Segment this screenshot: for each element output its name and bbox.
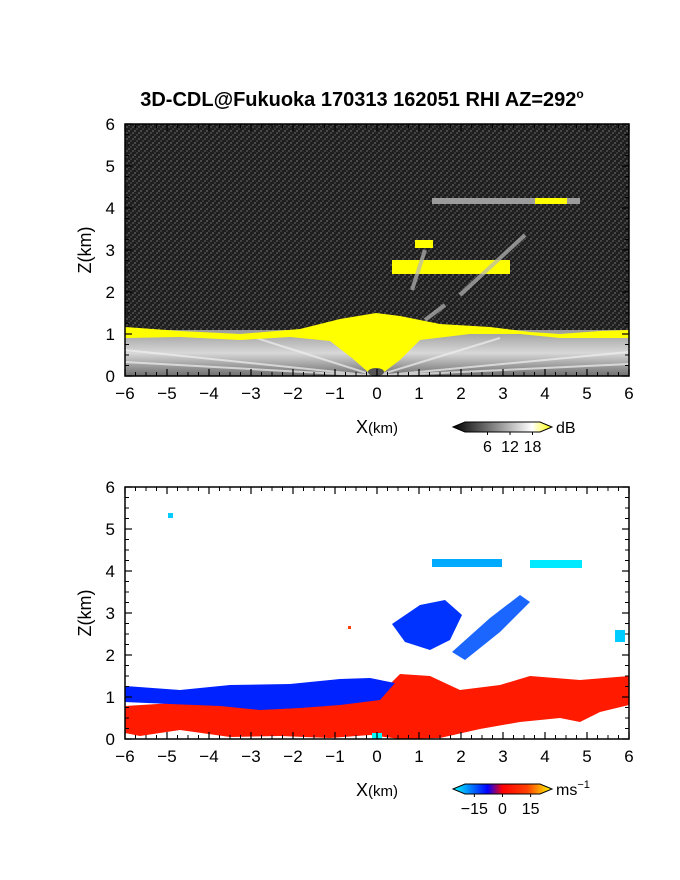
bottom-x-tick-label: −5 (157, 747, 176, 766)
bottom-x-tick-label: 3 (498, 747, 507, 766)
receding-flow (125, 674, 629, 739)
bottom-y-tick-label: 1 (106, 688, 115, 707)
colorbar-tick-label: 18 (524, 439, 542, 456)
bottom-x-tick-label: 1 (414, 747, 423, 766)
speckle (168, 513, 173, 518)
colorbar-unit-exponent: −1 (577, 779, 590, 791)
top-x-tick-label: −3 (241, 384, 260, 403)
speckle (348, 626, 351, 629)
bottom-x-tick-label: 6 (624, 747, 633, 766)
top-x-tick-label: −4 (199, 384, 218, 403)
top-y-tick-label: 1 (106, 325, 115, 344)
colorbar-tick-label: 6 (483, 439, 492, 456)
bottom-y-tick-label: 4 (106, 562, 115, 581)
colorbar-unit-main: ms (556, 782, 577, 799)
bottom-x-tick-label: 0 (372, 747, 381, 766)
top-x-tick-label: 1 (414, 384, 423, 403)
upper-layer-yellow (535, 198, 567, 204)
upper-layer (432, 198, 580, 204)
chart-title: 3D-CDL@Fukuoka 170313 162051 RHI AZ=292o (140, 87, 584, 111)
top-y-tick-label: 6 (106, 115, 115, 134)
bottom-x-tick-label: −4 (199, 747, 218, 766)
colorbar-tick-label: 15 (522, 801, 540, 818)
colorbar-bar (451, 421, 554, 433)
fan-rays (125, 335, 629, 376)
bottom-x-tick-label: 4 (540, 747, 549, 766)
colorbar-ticks: 6 12 18 (483, 432, 542, 456)
top-x-ticks: −6 −5 −4 −3 −2 −1 0 1 2 3 4 5 6 (115, 124, 634, 403)
colorbar-ticks: −15 0 15 (461, 794, 540, 818)
top-x-tick-label: −1 (325, 384, 344, 403)
upper-layer-right (530, 560, 582, 568)
colorbar-bar (451, 783, 554, 795)
velocity-image (125, 487, 629, 739)
bottom-y-tick-label: 0 (106, 730, 115, 749)
colorbar-tick-label: 12 (501, 439, 519, 456)
bottom-x-label-main: X (356, 780, 368, 800)
top-y-tick-label: 3 (106, 241, 115, 260)
bottom-y-tick-label: 6 (106, 478, 115, 497)
bottom-x-tick-label: −3 (241, 747, 260, 766)
top-x-tick-label: 5 (582, 384, 591, 403)
velocity-colorbar: ms−1 −15 0 15 (451, 779, 590, 818)
bottom-y-axis-label: Z(km) (75, 590, 95, 637)
top-x-axis-label: X(km) (356, 417, 398, 437)
speckle (615, 630, 625, 642)
bottom-x-tick-label: −6 (115, 747, 134, 766)
upper-layer-left (432, 559, 502, 567)
top-y-axis-label: Z(km) (75, 227, 95, 274)
bottom-y-ticks: 0 1 2 3 4 5 6 (106, 478, 629, 749)
top-x-tick-label: 0 (372, 384, 381, 403)
colorbar-tick-label: 0 (498, 801, 507, 818)
bottom-x-label-unit: (km) (368, 783, 398, 800)
top-x-tick-label: −6 (115, 384, 134, 403)
streaks (410, 233, 527, 322)
top-x-label-main: X (356, 417, 368, 437)
bottom-x-tick-label: −2 (283, 747, 302, 766)
bottom-x-ticks: −6 −5 −4 −3 −2 −1 0 1 2 3 4 5 6 (115, 487, 634, 766)
top-x-label-unit: (km) (368, 420, 398, 437)
elevated-band-2 (452, 595, 530, 660)
top-x-tick-label: −2 (283, 384, 302, 403)
reflectivity-image (125, 124, 629, 376)
top-y-tick-label: 5 (106, 157, 115, 176)
title-text: 3D-CDL@Fukuoka 170313 162051 RHI AZ=292 (140, 89, 576, 111)
top-y-tick-label: 2 (106, 283, 115, 302)
top-x-tick-label: 2 (456, 384, 465, 403)
yellow-band (125, 313, 629, 372)
bottom-y-tick-label: 3 (106, 604, 115, 623)
top-x-tick-label: −5 (157, 384, 176, 403)
bottom-y-tick-label: 2 (106, 646, 115, 665)
top-x-tick-label: 6 (624, 384, 633, 403)
colorbar-unit: ms−1 (556, 779, 590, 799)
title-superscript: o (576, 87, 583, 101)
top-x-tick-label: 3 (498, 384, 507, 403)
bottom-x-axis-label: X(km) (356, 780, 398, 800)
radar-site (368, 368, 384, 376)
colorbar-tick-label: −15 (461, 801, 488, 818)
bottom-y-tick-label: 5 (106, 520, 115, 539)
top-y-ticks: 0 1 2 3 4 5 6 (106, 115, 629, 386)
colorbar-unit: dB (556, 420, 576, 437)
approaching-flow (125, 678, 395, 710)
top-y-tick-label: 4 (106, 199, 115, 218)
elevated-echo-small (415, 240, 433, 248)
top-y-tick-label: 0 (106, 367, 115, 386)
bottom-x-tick-label: 2 (456, 747, 465, 766)
reflectivity-colorbar: dB 6 12 18 (451, 420, 576, 456)
elevated-band-1 (392, 600, 462, 650)
top-x-tick-label: 4 (540, 384, 549, 403)
bottom-x-tick-label: 5 (582, 747, 591, 766)
bottom-x-tick-label: −1 (325, 747, 344, 766)
